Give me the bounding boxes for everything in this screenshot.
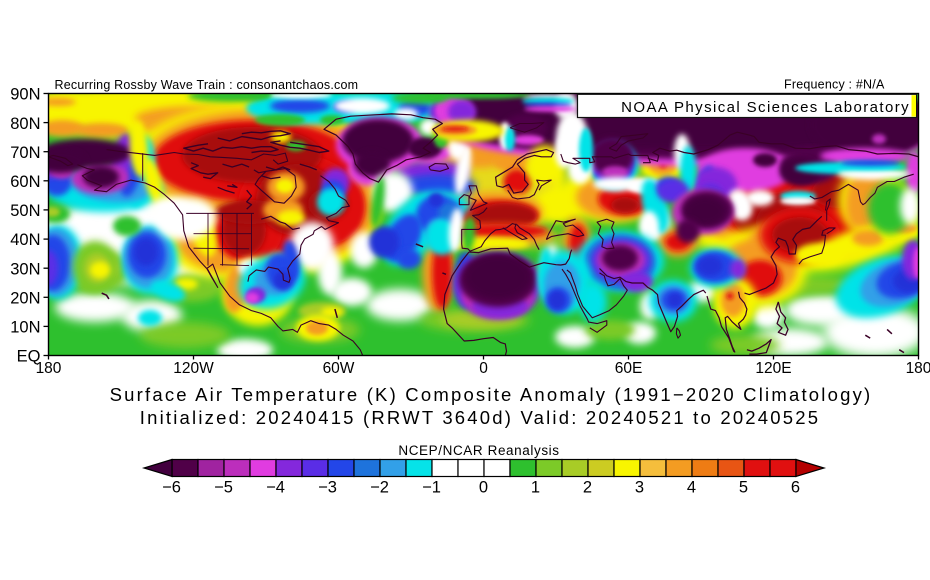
- svg-text:−1: −1: [422, 478, 441, 496]
- svg-text:70N: 70N: [10, 144, 40, 162]
- svg-text:NCEP/NCAR Reanalysis: NCEP/NCAR Reanalysis: [398, 443, 559, 458]
- svg-text:20N: 20N: [10, 290, 40, 308]
- svg-text:120W: 120W: [173, 360, 214, 377]
- svg-text:−6: −6: [162, 478, 181, 496]
- svg-text:EQ: EQ: [17, 348, 41, 366]
- svg-text:−4: −4: [266, 478, 285, 496]
- svg-text:40N: 40N: [10, 231, 40, 249]
- svg-text:50N: 50N: [10, 202, 40, 220]
- svg-text:90N: 90N: [10, 86, 40, 104]
- svg-text:120E: 120E: [755, 360, 791, 377]
- svg-text:−3: −3: [318, 478, 337, 496]
- svg-text:4: 4: [687, 478, 696, 496]
- svg-text:180: 180: [906, 360, 930, 377]
- svg-text:1: 1: [531, 478, 540, 496]
- svg-text:0: 0: [479, 360, 488, 377]
- svg-text:0: 0: [479, 478, 488, 496]
- svg-text:60E: 60E: [615, 360, 643, 377]
- svg-text:30N: 30N: [10, 260, 40, 278]
- svg-text:6: 6: [791, 478, 800, 496]
- svg-text:10N: 10N: [10, 319, 40, 337]
- svg-text:60N: 60N: [10, 173, 40, 191]
- svg-text:80N: 80N: [10, 115, 40, 133]
- svg-text:Surface Air Temperature (K) Co: Surface Air Temperature (K) Composite An…: [110, 384, 873, 405]
- svg-text:−5: −5: [214, 478, 233, 496]
- svg-text:3: 3: [635, 478, 644, 496]
- svg-text:2: 2: [583, 478, 592, 496]
- svg-text:−2: −2: [370, 478, 389, 496]
- svg-text:180: 180: [36, 360, 62, 377]
- svg-text:NOAA Physical Sciences Laborat: NOAA Physical Sciences Laboratory: [621, 99, 910, 116]
- svg-text:60W: 60W: [323, 360, 355, 377]
- svg-text:Initialized: 20240415 (RRWT 36: Initialized: 20240415 (RRWT 3640d) Valid…: [140, 407, 821, 428]
- svg-text:Recurring Rossby Wave Train :: Recurring Rossby Wave Train : consonantc…: [55, 78, 359, 92]
- svg-text:Frequency : #N/A: Frequency : #N/A: [784, 78, 885, 92]
- svg-text:5: 5: [739, 478, 748, 496]
